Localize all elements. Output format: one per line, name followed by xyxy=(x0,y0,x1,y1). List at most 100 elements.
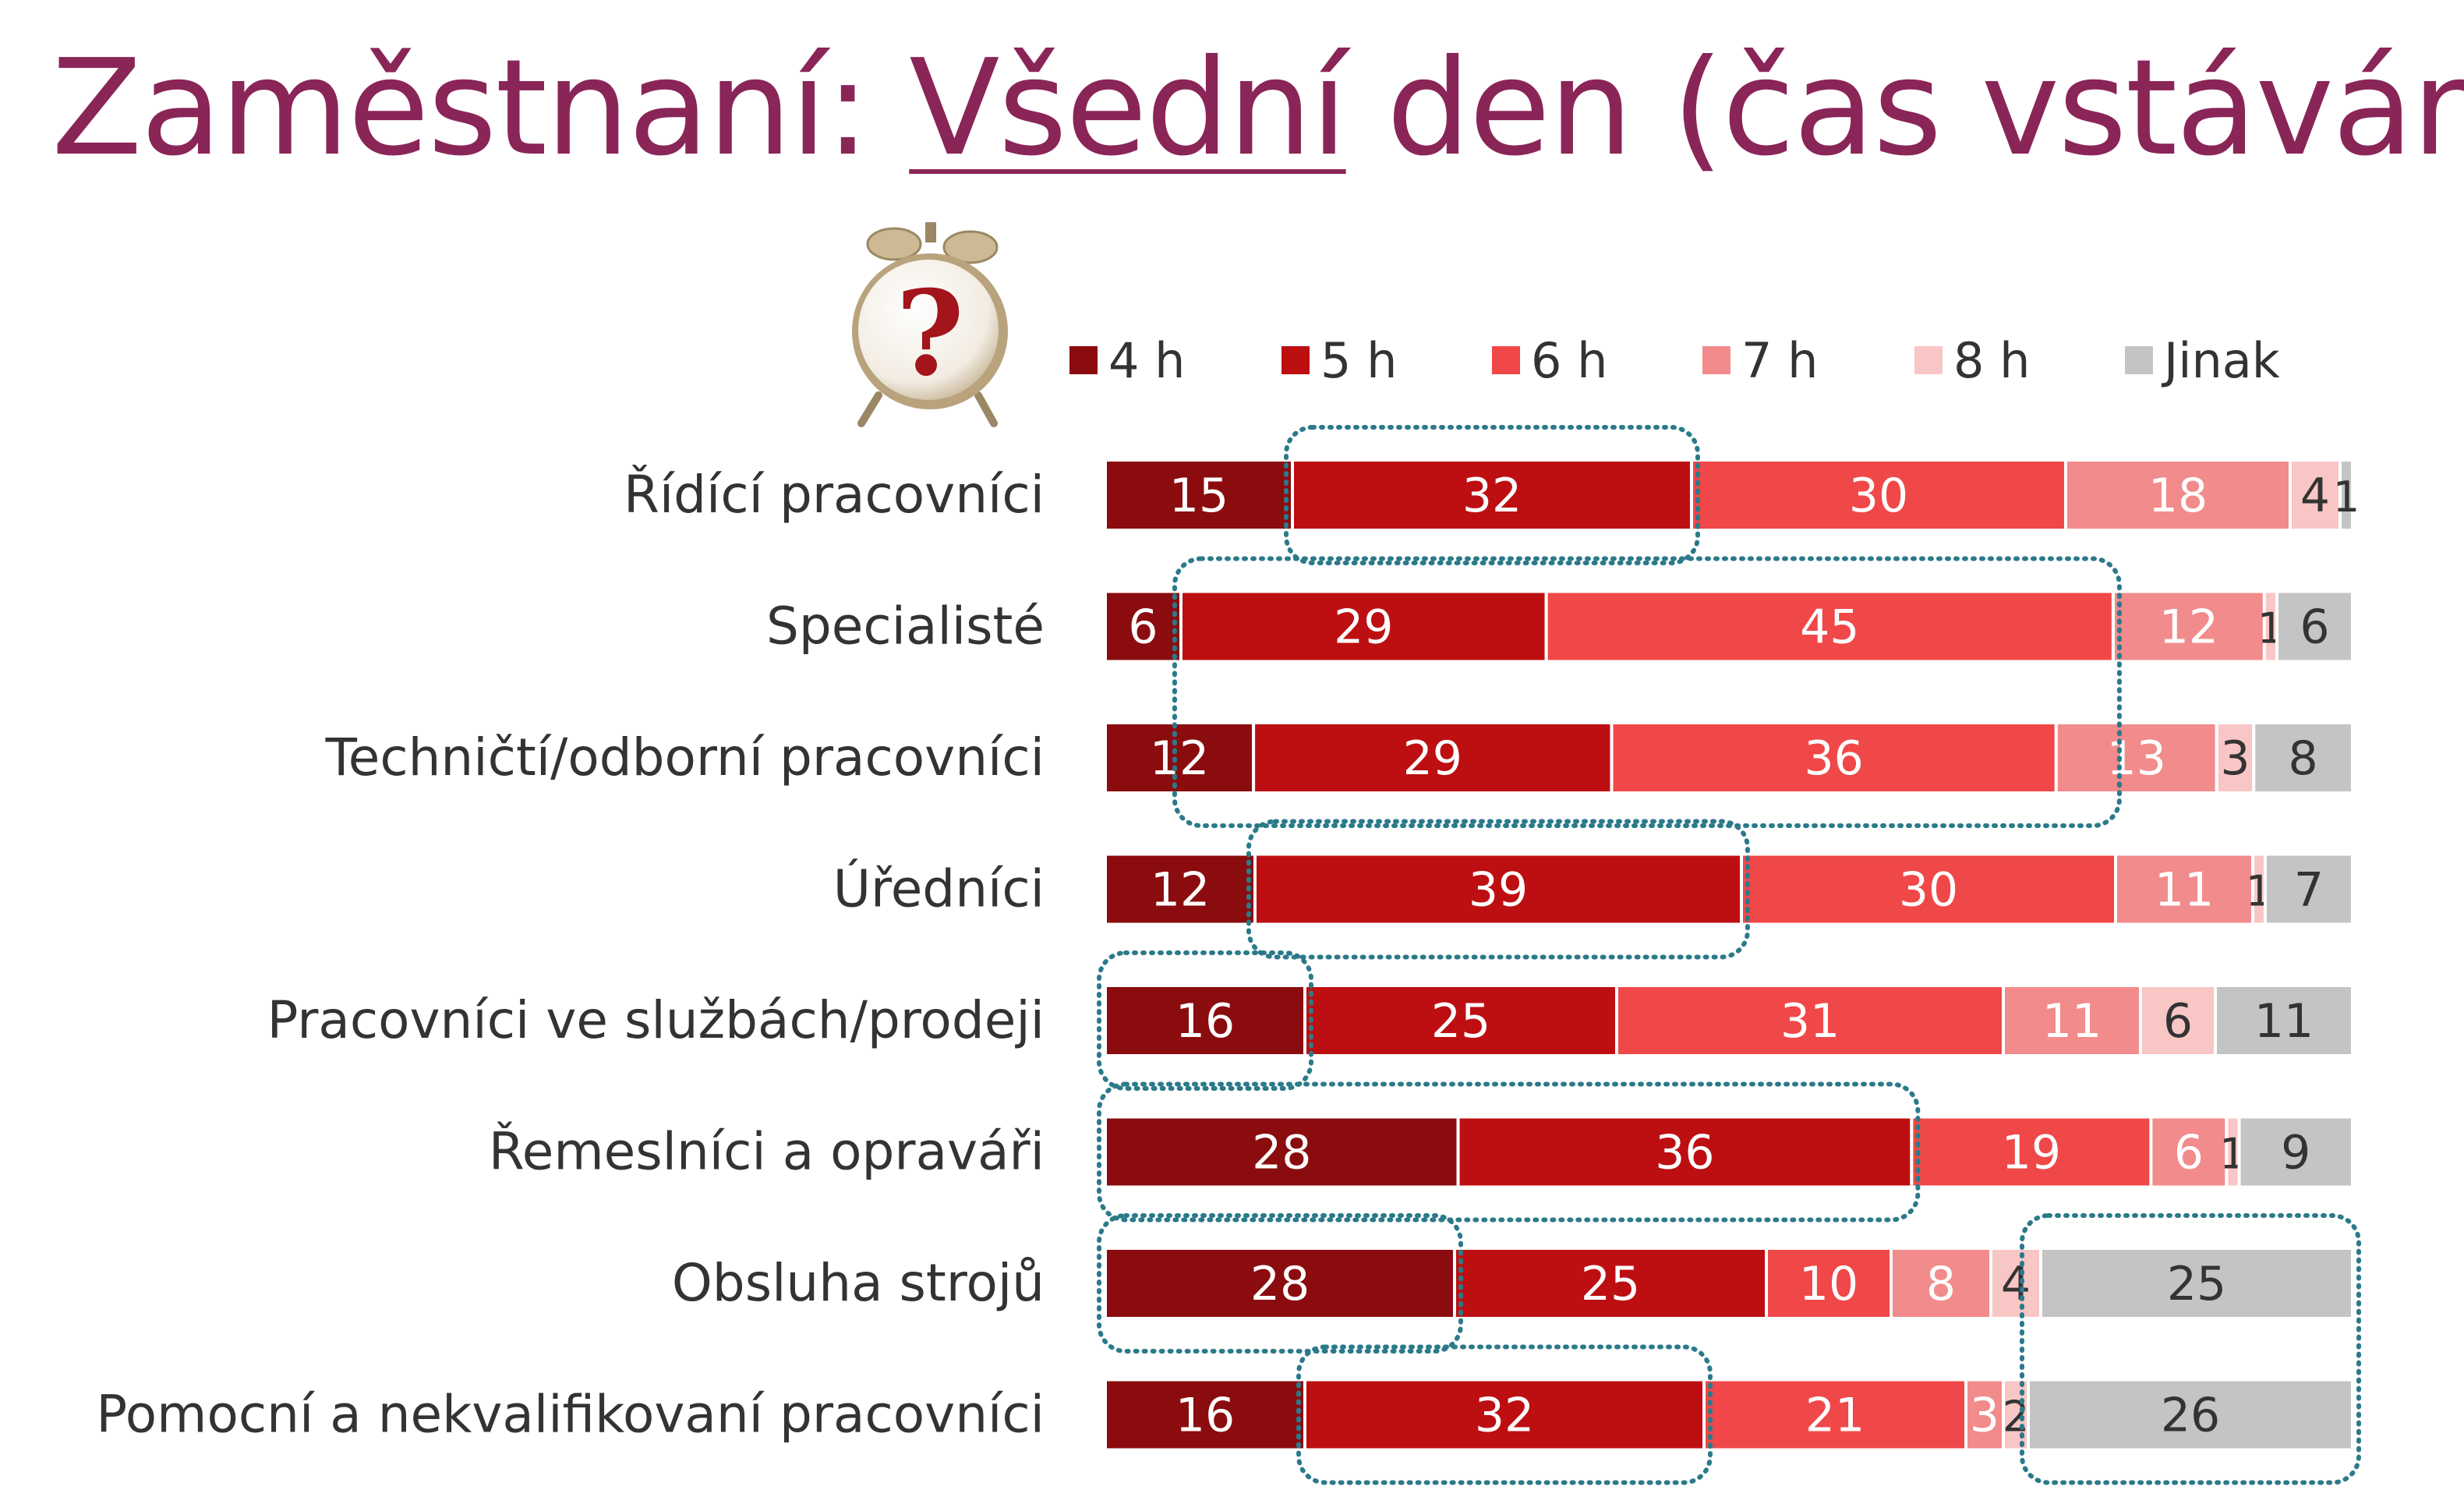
data-label: 6 xyxy=(2163,994,2193,1049)
data-label: 25 xyxy=(1431,994,1490,1049)
data-label: 25 xyxy=(1581,1257,1640,1311)
data-label: 16 xyxy=(1175,1389,1235,1443)
data-label: 18 xyxy=(2148,469,2208,523)
bar-segment xyxy=(2111,589,2266,664)
bar-segment xyxy=(2054,721,2218,795)
bar-segment xyxy=(1610,721,2058,795)
data-label: 11 xyxy=(2155,863,2214,918)
category-label: Řídící pracovníci xyxy=(624,465,1045,525)
data-label: 4 xyxy=(2001,1257,2031,1311)
data-label: 21 xyxy=(1805,1389,1865,1443)
bar-segment xyxy=(1702,1378,1967,1452)
bar-segment xyxy=(2339,458,2354,532)
bar-segment xyxy=(1456,1115,1914,1189)
data-label: 32 xyxy=(1475,1389,1534,1443)
bar-segment xyxy=(1544,589,2115,664)
bar-segment xyxy=(1104,852,1257,926)
bar-segment xyxy=(1303,984,1618,1057)
category-label: Techničtí/odborní pracovníci xyxy=(325,727,1045,787)
data-label: 6 xyxy=(2174,1126,2204,1180)
bar-segment xyxy=(1690,458,2067,532)
bar-segment xyxy=(2237,1115,2354,1189)
data-label: 36 xyxy=(1655,1126,1714,1180)
bar-segment xyxy=(2214,984,2354,1057)
bar-segment xyxy=(1740,852,2117,926)
bar-segment xyxy=(1252,721,1614,795)
category-label: Obsluha strojů xyxy=(672,1253,1045,1313)
data-label: 12 xyxy=(1151,863,1210,918)
data-label: 28 xyxy=(1250,1257,1310,1311)
data-label: 28 xyxy=(1252,1126,1311,1180)
highlight-outline xyxy=(1172,556,2122,828)
category-label: Pracovníci ve službách/prodeji xyxy=(267,990,1045,1050)
alarm-clock-question-icon: ? xyxy=(852,222,1008,427)
highlight-outline xyxy=(1246,819,1750,960)
data-label: 29 xyxy=(1334,600,1393,655)
highlight-outline xyxy=(1097,950,1313,1091)
data-label: 2 xyxy=(2003,1393,2029,1442)
legend-label: 6 h xyxy=(1531,332,1607,389)
data-label: 26 xyxy=(2161,1389,2220,1443)
bar-segment xyxy=(1615,984,2005,1057)
bar-segment xyxy=(1291,458,1693,532)
data-label: 15 xyxy=(1169,469,1228,523)
svg-text:?: ? xyxy=(896,265,964,402)
bar-segment xyxy=(1253,852,1743,926)
bar-segment xyxy=(1104,458,1294,532)
bar-segment xyxy=(2275,589,2354,664)
legend-swatch xyxy=(1069,346,1098,374)
bar-segment xyxy=(1104,721,1256,795)
data-label: 45 xyxy=(1800,600,1859,655)
data-label: 29 xyxy=(1403,731,1462,786)
data-label: 12 xyxy=(2159,600,2218,655)
data-label: 13 xyxy=(2107,731,2166,786)
data-label: 11 xyxy=(2042,994,2102,1049)
data-label: 9 xyxy=(2281,1126,2310,1180)
bar-segment xyxy=(2264,852,2354,926)
bar-segment xyxy=(2149,1115,2229,1189)
highlight-outline xyxy=(2020,1213,2361,1485)
category-label: Řemeslníci a opraváři xyxy=(489,1122,1045,1182)
legend-swatch xyxy=(1914,346,1943,374)
bar-segment xyxy=(1890,1247,1992,1320)
legend-label: 5 h xyxy=(1320,332,1397,389)
legend-swatch xyxy=(1492,346,1520,374)
legend-label: 7 h xyxy=(1741,332,1818,389)
bar-segment xyxy=(2252,721,2355,795)
bar-segment xyxy=(1104,1247,1456,1320)
bar-segment xyxy=(1453,1247,1768,1320)
highlight-outline xyxy=(1284,425,1700,565)
data-label: 16 xyxy=(1175,994,1235,1049)
data-label: 3 xyxy=(2220,731,2250,786)
data-label: 30 xyxy=(1899,863,1958,918)
legend-label: 8 h xyxy=(1953,332,2030,389)
data-label: 31 xyxy=(1780,994,1840,1049)
data-label: 3 xyxy=(1970,1389,1999,1443)
bar-segment xyxy=(2114,852,2254,926)
data-label: 7 xyxy=(2294,863,2324,918)
bar-segment xyxy=(2027,1378,2354,1452)
data-label: 6 xyxy=(2300,600,2329,655)
title-prefix: Zaměstnaní: xyxy=(51,31,910,186)
data-label: 39 xyxy=(1469,863,1528,918)
data-label: 25 xyxy=(2167,1257,2226,1311)
bar-segment xyxy=(1104,1115,1460,1189)
data-label: 10 xyxy=(1799,1257,1858,1311)
category-label: Specialisté xyxy=(766,596,1045,656)
category-label: Úředníci xyxy=(833,859,1045,919)
legend-swatch xyxy=(1281,346,1310,374)
data-label: 36 xyxy=(1804,731,1863,786)
highlight-outline xyxy=(1097,1213,1463,1354)
data-label: 30 xyxy=(1849,469,1908,523)
data-label: 1 xyxy=(2333,472,2360,522)
bar-segment xyxy=(2039,1247,2354,1320)
data-label: 12 xyxy=(1150,731,1209,786)
data-label: 19 xyxy=(2002,1126,2061,1180)
data-label: 4 xyxy=(2300,469,2330,523)
category-label: Pomocní a nekvalifikovaní pracovníci xyxy=(96,1385,1045,1445)
legend-swatch xyxy=(1702,346,1730,374)
title-suffix: den (čas vstávání) xyxy=(1345,31,2464,186)
legend-label: Jinak xyxy=(2161,332,2280,389)
legend-label: 4 h xyxy=(1108,332,1185,389)
data-label: 8 xyxy=(1926,1257,1956,1311)
